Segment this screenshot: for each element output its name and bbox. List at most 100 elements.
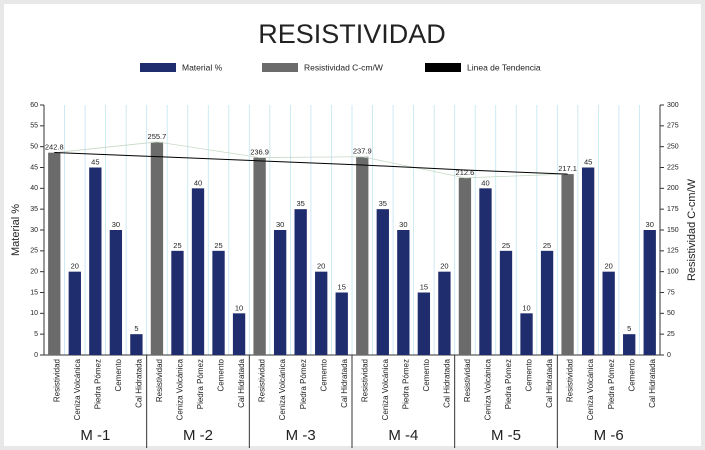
data-label: 30 [399,220,407,229]
x-tick-label: Ceniza Volcánica [278,358,287,420]
y2-tick-label: 225 [667,164,679,171]
y2-tick-label: 25 [667,331,675,338]
y-tick-label: 5 [34,331,38,338]
y-tick-label: 0 [34,352,38,359]
legend-label: Linea de Tendencia [467,62,541,72]
data-label: 217.1 [558,164,577,173]
bar [602,271,615,355]
data-label: 30 [646,220,654,229]
bar [581,167,595,355]
data-label: 30 [276,220,284,229]
bar [171,250,184,355]
bar [479,188,492,355]
x-tick-label: Cal Hidratada [237,358,246,407]
x-tick-label: Cal Hidratada [443,358,452,407]
bar [48,152,61,355]
x-tick-label: Cemento [217,358,226,391]
data-label: 40 [194,178,202,187]
data-label: 25 [214,241,222,250]
x-tick-label: Piedra Pómez [401,359,410,409]
trend-line [54,152,568,175]
bar [89,167,102,355]
y2-tick-label: 175 [667,206,679,213]
data-label: 25 [502,241,510,250]
y-tick-label: 60 [30,102,38,109]
data-label: 20 [440,262,448,271]
bar [253,157,266,355]
y-tick-label: 10 [30,310,38,317]
x-tick-label: Cemento [627,358,636,391]
bar [212,250,225,355]
x-tick-label: Ceniza Volcánica [484,358,493,420]
y2-tick-label: 50 [667,310,675,317]
y-tick-label: 40 [30,185,38,192]
bar [540,250,554,355]
y2-tick-label: 125 [667,248,679,255]
x-tick-label: Resistividad [566,359,575,402]
x-tick-label: Cemento [422,358,431,391]
data-label: 237.9 [353,147,372,156]
x-tick-label: Cemento [319,358,328,391]
data-label: 5 [627,324,631,333]
y-axis-label: Material % [10,204,22,256]
group-label: M -2 [183,427,213,444]
x-tick-label: Ceniza Volcánica [73,358,82,420]
y2-tick-label: 150 [667,227,679,234]
x-tick-label: Cal Hidratada [545,358,554,407]
data-label: 20 [71,262,79,271]
data-label: 242.8 [45,143,64,152]
x-tick-label: Ceniza Volcánica [586,358,595,420]
resistivity-line [54,141,568,179]
bar [520,313,533,355]
y-tick-label: 30 [30,227,38,234]
data-label: 25 [173,241,181,250]
x-tick-label: Resistividad [52,359,61,402]
y-tick-label: 55 [30,123,38,130]
x-tick-label: Ceniza Volcánica [381,358,390,420]
group-label: M -6 [594,427,624,444]
data-label: 40 [481,178,489,187]
legend-label: Material % [182,62,223,72]
x-tick-label: Piedra Pómez [504,359,513,409]
data-label: 45 [91,157,99,166]
x-tick-label: Piedra Pómez [93,359,102,409]
x-tick-label: Piedra Pómez [607,359,616,409]
bar [315,271,328,355]
x-tick-label: Resistividad [360,359,369,402]
bar [191,188,205,355]
bar [356,156,369,355]
group-label: M -5 [491,427,521,444]
data-label: 20 [317,262,325,271]
group-label: M -3 [286,427,316,444]
bar [150,141,164,355]
data-label: 5 [134,324,138,333]
x-tick-label: Cal Hidratada [340,358,349,407]
y-tick-label: 25 [30,248,38,255]
y2-tick-label: 0 [667,352,671,359]
x-tick-label: Piedra Pómez [299,359,308,409]
legend-swatch [140,63,176,72]
data-label: 35 [296,199,304,208]
x-tick-label: Cal Hidratada [648,358,657,407]
bar [417,292,431,355]
x-tick-label: Piedra Pómez [196,359,205,409]
x-tick-label: Cal Hidratada [135,358,144,407]
data-label: 45 [584,157,592,166]
group-label: M -4 [388,427,418,444]
y2-tick-label: 275 [667,123,679,130]
bar [294,209,307,355]
data-label: 30 [112,220,120,229]
bar [109,230,123,355]
bar [232,313,246,355]
group-label: M -1 [80,427,110,444]
legend-label: Resistividad C-cm/W [304,62,383,72]
data-label: 25 [543,241,551,250]
bar [499,250,513,355]
bar [376,209,389,355]
data-label: 15 [338,282,346,291]
y2-tick-label: 250 [667,144,679,151]
y-tick-label: 15 [30,289,38,296]
x-tick-label: Cemento [114,358,123,391]
data-label: 10 [235,303,243,312]
